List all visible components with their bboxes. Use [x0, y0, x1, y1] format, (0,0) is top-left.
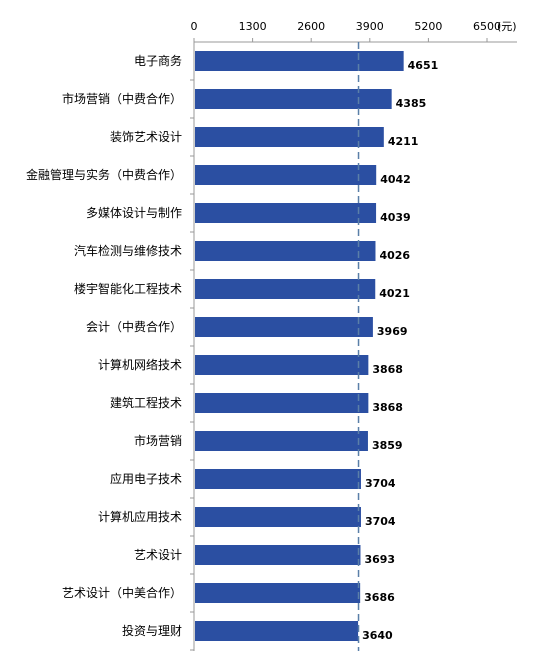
data-label: 3686 [364, 591, 395, 604]
category-label: 建筑工程技术 [110, 395, 182, 410]
category-label: 多媒体设计与制作 [86, 206, 182, 220]
x-tick-label: 1300 [239, 20, 267, 33]
bars-layer [195, 51, 404, 641]
x-tick-label: 0 [191, 20, 198, 33]
data-label: 3640 [362, 629, 393, 642]
data-label: 4042 [380, 173, 411, 186]
category-label: 应用电子技术 [110, 471, 182, 486]
bar [195, 203, 377, 223]
data-label: 4039 [380, 211, 411, 224]
category-label: 艺术设计 [134, 548, 182, 562]
data-label: 3868 [372, 401, 403, 414]
data-label: 3969 [377, 325, 408, 338]
data-label: 4211 [388, 135, 419, 148]
bar [195, 51, 404, 71]
x-tick-label: 6500 [473, 20, 501, 33]
bar [195, 317, 373, 337]
data-label: 3693 [364, 553, 395, 566]
category-label: 艺术设计（中美合作） [62, 585, 182, 600]
category-label: 计算机网络技术 [98, 357, 182, 372]
data-label: 4021 [379, 287, 410, 300]
bar [195, 507, 361, 527]
x-tick-label: 3900 [356, 20, 384, 33]
bar [195, 393, 369, 413]
category-label: 装饰艺术设计 [110, 130, 182, 144]
bar [195, 583, 361, 603]
labels-layer: 电子商务 4651 市场营销（中费合作） 4385 装饰艺术设计 4211 金融管理与实务（… [26, 53, 438, 642]
x-axis-unit: (元) [497, 20, 517, 33]
category-label: 市场营销 [134, 433, 182, 448]
bar [195, 241, 376, 261]
bar [195, 89, 392, 109]
data-label: 3868 [372, 363, 403, 376]
bar [195, 431, 368, 451]
data-label: 4385 [396, 97, 427, 110]
bar [195, 355, 369, 375]
category-label: 市场营销（中费合作） [62, 91, 182, 106]
bar [195, 127, 384, 147]
bar [195, 469, 361, 489]
data-label: 4651 [408, 59, 439, 72]
category-label: 楼宇智能化工程技术 [74, 281, 182, 296]
data-label: 3704 [365, 477, 396, 490]
x-tick-label: 2600 [297, 20, 325, 33]
data-label: 3704 [365, 515, 396, 528]
bar [195, 621, 359, 641]
category-label: 金融管理与实务（中费合作） [26, 167, 182, 182]
category-label: 汽车检测与维修技术 [74, 243, 182, 258]
data-label: 4026 [379, 249, 410, 262]
category-label: 会计（中费合作） [86, 319, 182, 334]
bar [195, 165, 377, 185]
axis-layer: 0 1300 2600 3900 5200 6500(元) [190, 20, 517, 651]
data-label: 3859 [372, 439, 403, 452]
category-label: 计算机应用技术 [98, 509, 182, 524]
x-tick-label: 5200 [414, 20, 442, 33]
category-label: 投资与理财 [122, 623, 182, 638]
category-label: 电子商务 [134, 53, 182, 68]
bar [195, 545, 361, 565]
bar [195, 279, 376, 299]
